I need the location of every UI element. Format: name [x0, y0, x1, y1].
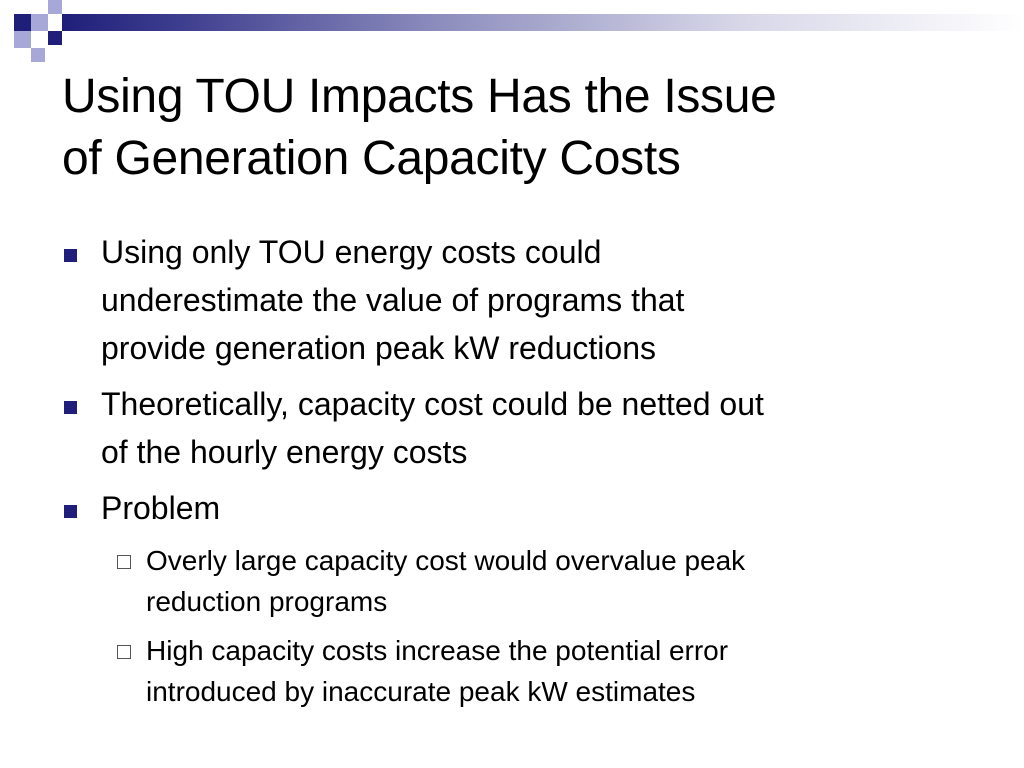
bullet-item: Theoretically, capacity cost could be ne…	[62, 380, 962, 476]
bullet-text-line: Theoretically, capacity cost could be ne…	[101, 386, 764, 422]
sub-bullet-text-line: introduced by inaccurate peak kW estimat…	[146, 676, 696, 707]
sub-bullet-item: High capacity costs increase the potenti…	[114, 630, 962, 712]
hollow-square-bullet-icon	[117, 645, 131, 659]
bullet-text-line: Using only TOU energy costs could	[101, 234, 602, 270]
sub-bullet-text-line: High capacity costs increase the potenti…	[146, 635, 729, 666]
bullet-text-line: Problem	[101, 490, 221, 526]
slide-title: Using TOU Impacts Has the Issue of Gener…	[62, 66, 982, 190]
sub-bullet-text-line: reduction programs	[146, 586, 388, 617]
bullet-item: Using only TOU energy costs could undere…	[62, 228, 962, 372]
header-gradient-bar	[62, 14, 1024, 31]
sub-bullet-item: Overly large capacity cost would overval…	[114, 540, 962, 622]
hollow-square-bullet-icon	[117, 555, 131, 569]
square-bullet-icon	[64, 401, 77, 414]
bullet-item: Problem	[62, 484, 962, 532]
square-bullet-icon	[64, 505, 77, 518]
bullet-text-line: underestimate the value of programs that	[101, 282, 685, 318]
title-line-2: of Generation Capacity Costs	[62, 132, 681, 185]
bullet-text-line: of the hourly energy costs	[101, 434, 468, 470]
title-line-1: Using TOU Impacts Has the Issue	[62, 70, 777, 123]
sub-bullet-text-line: Overly large capacity cost would overval…	[146, 545, 746, 576]
slide-body: Using only TOU energy costs could undere…	[62, 228, 962, 720]
square-bullet-icon	[64, 249, 77, 262]
bullet-text-line: provide generation peak kW reductions	[101, 330, 656, 366]
